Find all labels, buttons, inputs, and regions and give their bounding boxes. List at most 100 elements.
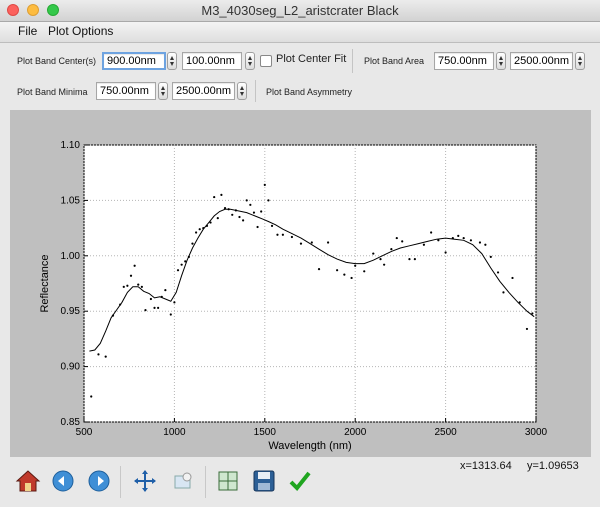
data-point: [395, 236, 398, 240]
data-point: [129, 274, 133, 277]
home-button[interactable]: [15, 468, 41, 494]
data-point: [169, 313, 172, 316]
data-point: [140, 285, 143, 288]
band-minima-min-stepper[interactable]: [158, 82, 168, 100]
data-point: [413, 258, 416, 261]
data-point: [153, 306, 156, 309]
y-tick-label: 0.90: [61, 362, 81, 373]
band-area-min-field[interactable]: 750.00nm: [434, 52, 494, 70]
data-point: [97, 353, 100, 356]
data-point: [525, 327, 529, 331]
data-point: [270, 224, 274, 227]
data-point: [122, 285, 125, 288]
data-point: [238, 215, 241, 219]
subplot-config-icon: [218, 471, 238, 491]
band-minima-min-field[interactable]: 750.00nm: [96, 82, 156, 100]
x-tick-label: 1000: [163, 427, 186, 438]
data-point: [336, 269, 339, 272]
y-tick-label: 0.85: [61, 417, 81, 428]
reflectance-chart: 500 1000 1500 2000 2500 3000 0.85 0.90 0.95 1.00 1…: [39, 140, 548, 452]
data-point: [379, 258, 382, 261]
data-point: [263, 183, 266, 186]
data-point: [502, 291, 505, 294]
data-point: [104, 355, 107, 358]
zoom-button[interactable]: [170, 468, 196, 494]
forward-arrow-icon: [88, 470, 110, 492]
band-center-width-field[interactable]: 100.00nm: [182, 52, 242, 70]
data-point: [310, 241, 313, 244]
save-button[interactable]: [251, 468, 277, 494]
data-point: [157, 306, 160, 309]
x-tick-label: 1500: [254, 427, 277, 438]
plot-canvas[interactable]: 500 1000 1500 2000 2500 3000 0.85 0.90 0.95 1.00 1…: [10, 110, 591, 457]
band-minima-max-stepper[interactable]: [237, 82, 247, 100]
data-point: [180, 263, 183, 266]
data-point: [249, 203, 252, 206]
data-point: [350, 276, 353, 280]
save-icon: [253, 470, 275, 492]
data-point: [408, 258, 411, 261]
data-point: [223, 207, 227, 210]
data-point: [290, 235, 294, 239]
data-point: [317, 267, 321, 271]
data-point: [194, 231, 198, 234]
y-tick-label: 1.10: [61, 140, 81, 151]
data-point: [462, 236, 465, 240]
data-point: [343, 273, 346, 276]
data-point: [281, 233, 284, 236]
data-point: [256, 225, 259, 229]
data-point: [444, 251, 447, 254]
y-tick-label: 1.00: [61, 251, 81, 262]
menu-file[interactable]: File: [18, 24, 38, 38]
center-fit-checkbox[interactable]: [260, 55, 272, 67]
center-fit-label: Plot Center Fit: [276, 53, 347, 65]
data-point: [216, 217, 219, 220]
data-point: [267, 199, 270, 202]
data-point: [209, 221, 212, 224]
data-point: [401, 240, 404, 243]
zoom-window-button[interactable]: [47, 4, 59, 16]
band-center-min-stepper[interactable]: [167, 52, 177, 70]
band-area-max-field[interactable]: 2500.00nm: [510, 52, 573, 70]
data-point: [184, 260, 187, 263]
band-area-label: Plot Band Area: [364, 56, 425, 66]
divider: [352, 49, 353, 73]
band-asymmetry-label[interactable]: Plot Band Asymmetry: [266, 87, 353, 97]
axes-background: [83, 144, 537, 423]
pan-button[interactable]: [132, 468, 158, 494]
band-area-max-stepper[interactable]: [575, 52, 585, 70]
data-point: [260, 210, 263, 213]
minimize-window-button[interactable]: [27, 4, 39, 16]
cursor-y-readout: y=1.09653: [527, 460, 579, 472]
data-point: [484, 243, 487, 246]
band-center-label: Plot Band Center(s): [17, 56, 97, 66]
cursor-x-readout: x=1313.64: [460, 460, 512, 472]
x-tick-label: 500: [76, 427, 93, 438]
menu-plot-options[interactable]: Plot Options: [48, 24, 114, 38]
data-point: [133, 264, 136, 267]
band-minima-max-field[interactable]: 2500.00nm: [172, 82, 235, 100]
forward-button[interactable]: [86, 468, 112, 494]
y-tick-label: 0.95: [61, 306, 81, 317]
data-point: [354, 264, 357, 267]
band-minima-label: Plot Band Minima: [17, 87, 88, 97]
data-point: [469, 239, 473, 242]
data-point: [276, 233, 279, 236]
data-point: [372, 252, 375, 255]
x-tick-label: 2000: [344, 427, 367, 438]
data-point: [242, 219, 245, 222]
apply-button[interactable]: [287, 468, 313, 494]
data-point: [198, 228, 201, 231]
divider: [255, 80, 256, 102]
zoom-icon: [174, 472, 192, 489]
band-area-min-stepper[interactable]: [496, 52, 506, 70]
smoothed-spectrum-line: [89, 208, 535, 352]
data-point: [430, 231, 433, 234]
data-point: [496, 271, 500, 274]
band-center-width-stepper[interactable]: [245, 52, 255, 70]
band-center-min-field[interactable]: 900.00nm: [102, 52, 166, 70]
back-button[interactable]: [50, 468, 76, 494]
close-window-button[interactable]: [7, 4, 19, 16]
data-point: [173, 301, 176, 304]
subplot-config-button[interactable]: [215, 468, 241, 494]
